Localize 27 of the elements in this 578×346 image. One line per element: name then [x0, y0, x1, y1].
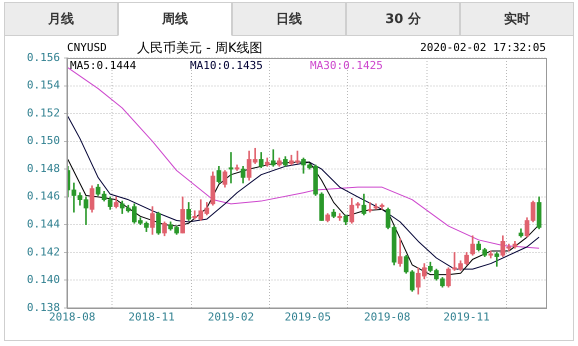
- text: 2020-02-02 17:32:05: [420, 41, 546, 54]
- y-tick-label: 0.146: [26, 190, 60, 203]
- x-tick-label: 2019-05: [284, 310, 331, 324]
- chart-subtitle: CNYUSD: [67, 41, 107, 54]
- x-tick-label: 2019-02: [208, 310, 254, 324]
- text: 日线: [232, 2, 346, 36]
- text: MA10:0.1435: [190, 59, 264, 72]
- x-tick-label: 2019-08: [364, 310, 410, 324]
- y-tick-label: 0.140: [26, 273, 60, 286]
- candlestick: [368, 202, 372, 212]
- text: 月线: [4, 2, 118, 36]
- chart-title: 人民币美元 - 周K线图: [137, 40, 262, 57]
- text: 周线: [118, 2, 232, 36]
- x-tick-label: 2019-11: [443, 310, 490, 324]
- text: MA30:0.1425: [310, 59, 384, 72]
- text: 实时: [460, 2, 574, 36]
- y-tick-label: 0.152: [26, 106, 60, 120]
- text: 30 分: [346, 2, 460, 36]
- candlestick: [228, 152, 234, 184]
- y-tick-label: 0.156: [26, 50, 60, 64]
- y-tick-label: 0.148: [26, 162, 60, 175]
- y-tick-label: 0.142: [26, 245, 60, 258]
- y-tick-label: 0.144: [26, 218, 60, 231]
- y-tick-label: 0.154: [26, 78, 60, 92]
- y-tick-label: 0.150: [26, 134, 60, 148]
- text: MA5:0.1444: [70, 59, 138, 72]
- x-tick-label: 2018-11: [128, 310, 175, 324]
